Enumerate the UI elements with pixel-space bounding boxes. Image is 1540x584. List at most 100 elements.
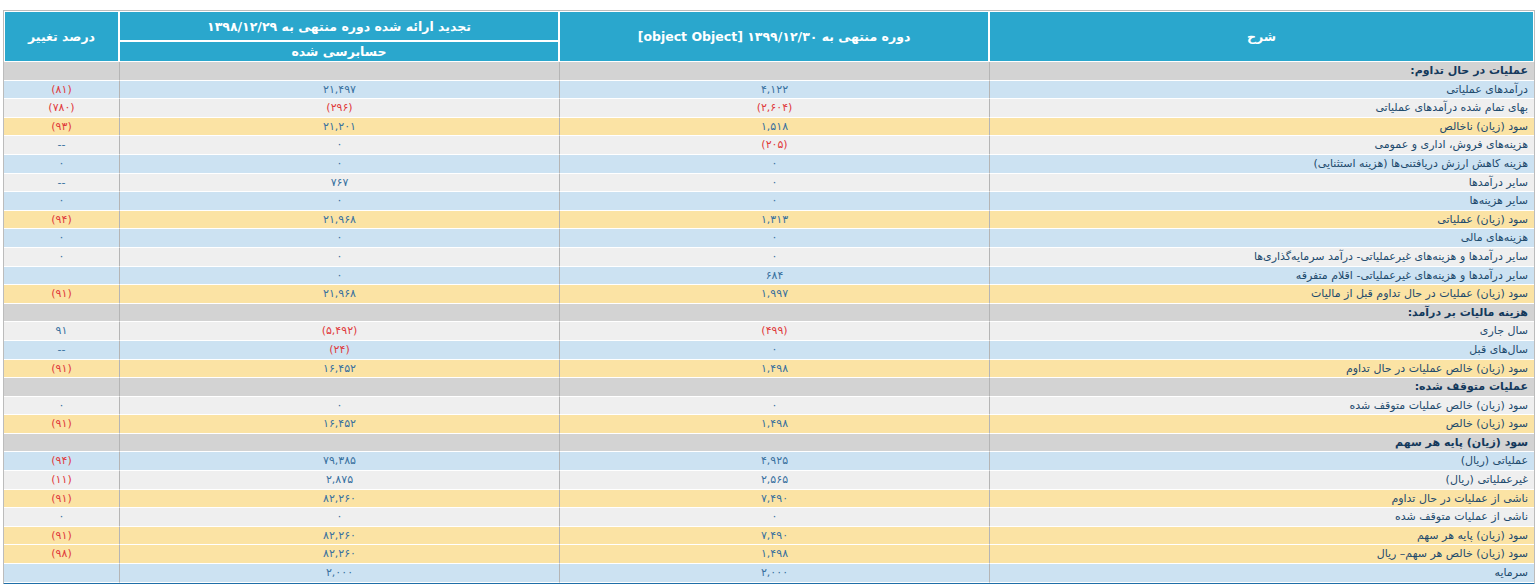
value-prior-cell: ۰ xyxy=(119,229,559,248)
value-prior-cell: ۲,۸۷۵ xyxy=(119,471,559,490)
column-header-current-period: دوره منتهی به ۱۳۹۹/۱۲/۳۰ [object Object] xyxy=(559,11,989,62)
row-label-cell: هزینه‌های مالی xyxy=(989,229,1534,248)
value-prior-cell: ۰ xyxy=(119,136,559,155)
table-row: سایر درآمدها۰۷۶۷-- xyxy=(4,174,1534,193)
value-current-cell: ۰ xyxy=(559,192,989,211)
percent-change-cell xyxy=(4,304,119,323)
table-row: سود (زیان) خالص عملیات در حال تداوم۱,۴۹۸… xyxy=(4,360,1534,379)
percent-change-cell: (۹۳) xyxy=(4,118,119,137)
value-current-cell: ۷,۴۹۰ xyxy=(559,527,989,546)
row-label-cell: سال جاری xyxy=(989,322,1534,341)
row-label-cell: هزینه کاهش ارزش دریافتنی‌ها (هزینه استثن… xyxy=(989,155,1534,174)
value-prior-cell: ۱۶,۴۵۲ xyxy=(119,415,559,434)
row-label-cell: سایر درآمدها xyxy=(989,174,1534,193)
table-row: سایر درآمدها و هزینه‌های غیرعملیاتی- درآ… xyxy=(4,248,1534,267)
value-current-cell: ۰ xyxy=(559,174,989,193)
table-row: سرمایه۲,۰۰۰۲,۰۰۰ xyxy=(4,564,1534,583)
value-current-cell xyxy=(559,304,989,323)
value-current-cell: ۱,۵۱۸ xyxy=(559,118,989,137)
percent-change-cell: (۹۴) xyxy=(4,452,119,471)
row-label-cell: غیرعملیاتی (ریال) xyxy=(989,471,1534,490)
value-prior-cell: ۲۱,۹۶۸ xyxy=(119,285,559,304)
table-row: سود (زیان) پایه هر سهم۷,۴۹۰۸۲,۲۶۰(۹۱) xyxy=(4,527,1534,546)
table-row: سود (زیان) خالص۱,۴۹۸۱۶,۴۵۲(۹۱) xyxy=(4,415,1534,434)
row-label-cell: سود (زیان) خالص عملیات متوقف شده xyxy=(989,397,1534,416)
value-current-cell: (۲۰۵) xyxy=(559,136,989,155)
row-label-cell: سود (زیان) عملیاتی xyxy=(989,211,1534,230)
value-prior-cell xyxy=(119,434,559,453)
percent-change-cell: (۷۸۰) xyxy=(4,99,119,118)
percent-change-cell xyxy=(4,378,119,397)
value-current-cell: ۷,۴۹۰ xyxy=(559,490,989,509)
table-row: سایر هزینه‌ها۰۰۰ xyxy=(4,192,1534,211)
value-current-cell: ۰ xyxy=(559,229,989,248)
value-prior-cell: ۰ xyxy=(119,248,559,267)
table-row: سود (زیان) خالص هر سهم– ریال۱,۴۹۸۸۲,۲۶۰(… xyxy=(4,545,1534,564)
row-label-cell: سایر هزینه‌ها xyxy=(989,192,1534,211)
percent-change-cell: (۱۱) xyxy=(4,471,119,490)
section-row: عملیات متوقف شده: xyxy=(4,378,1534,397)
value-prior-cell: ۲,۰۰۰ xyxy=(119,564,559,583)
percent-change-cell: ۰ xyxy=(4,397,119,416)
percent-change-cell: -- xyxy=(4,174,119,193)
value-prior-cell: ۸۲,۲۶۰ xyxy=(119,490,559,509)
table-row: سود (زیان) خالص عملیات متوقف شده۰۰۰ xyxy=(4,397,1534,416)
percent-change-cell xyxy=(4,62,119,81)
value-current-cell: (۴۹۹) xyxy=(559,322,989,341)
table-row: ناشی از عملیات متوقف شده۰۰۰ xyxy=(4,508,1534,527)
value-current-cell xyxy=(559,378,989,397)
table-row: سال‌های قبل۰(۲۴)-- xyxy=(4,341,1534,360)
value-current-cell xyxy=(559,62,989,81)
row-label-cell: عملیات متوقف شده: xyxy=(989,378,1534,397)
value-prior-cell: ۷۹,۳۸۵ xyxy=(119,452,559,471)
row-label-cell: سود (زیان) ناخالص xyxy=(989,118,1534,137)
row-label-cell: سایر درآمدها و هزینه‌های غیرعملیاتی- اقل… xyxy=(989,267,1534,286)
value-prior-cell: (۲۴) xyxy=(119,341,559,360)
value-prior-cell: ۰ xyxy=(119,155,559,174)
value-current-cell: ۰ xyxy=(559,248,989,267)
value-current-cell: ۱,۴۹۸ xyxy=(559,360,989,379)
percent-change-cell: ۰ xyxy=(4,229,119,248)
row-label-cell: عملیاتی (ریال) xyxy=(989,452,1534,471)
value-prior-cell: (۲۹۶) xyxy=(119,99,559,118)
row-label-cell: ناشی از عملیات در حال تداوم xyxy=(989,490,1534,509)
percent-change-cell: (۹۱) xyxy=(4,527,119,546)
percent-change-cell: ۹۱ xyxy=(4,322,119,341)
row-label-cell: عملیات در حال تداوم: xyxy=(989,62,1534,81)
percent-change-cell: ۰ xyxy=(4,192,119,211)
value-prior-cell xyxy=(119,304,559,323)
value-prior-cell xyxy=(119,378,559,397)
value-prior-cell: ۱۶,۴۵۲ xyxy=(119,360,559,379)
value-current-cell: ۲,۵۶۵ xyxy=(559,471,989,490)
table-row: بهای تمام شده درآمدهای عملیاتی(۲,۶۰۴)(۲۹… xyxy=(4,99,1534,118)
value-prior-cell: ۷۶۷ xyxy=(119,174,559,193)
row-label-cell: سرمایه xyxy=(989,564,1534,583)
section-row: سود (زیان) پایه هر سهم xyxy=(4,434,1534,453)
income-statement-table: شرح دوره منتهی به ۱۳۹۹/۱۲/۳۰ [object Obj… xyxy=(3,10,1535,584)
column-header-prior-period: تجدید ارائه شده دوره منتهی به ۱۳۹۸/۱۲/۲۹ xyxy=(119,11,559,41)
value-prior-cell: ۲۱,۴۹۷ xyxy=(119,81,559,100)
percent-change-cell xyxy=(4,434,119,453)
percent-change-cell: -- xyxy=(4,136,119,155)
value-current-cell: ۶۸۴ xyxy=(559,267,989,286)
percent-change-cell: (۹۱) xyxy=(4,360,119,379)
row-label-cell: درآمدهای عملیاتی xyxy=(989,81,1534,100)
value-current-cell: ۰ xyxy=(559,397,989,416)
row-label-cell: هزینه مالیات بر درآمد: xyxy=(989,304,1534,323)
column-header-percent-change: درصد تغییر xyxy=(4,11,119,62)
percent-change-cell: ۰ xyxy=(4,508,119,527)
value-current-cell: ۰ xyxy=(559,341,989,360)
table-row: سال جاری(۴۹۹)(۵,۴۹۲)۹۱ xyxy=(4,322,1534,341)
table-row: غیرعملیاتی (ریال)۲,۵۶۵۲,۸۷۵(۱۱) xyxy=(4,471,1534,490)
percent-change-cell: ۰ xyxy=(4,155,119,174)
row-label-cell: سود (زیان) پایه هر سهم xyxy=(989,527,1534,546)
percent-change-cell: (۹۱) xyxy=(4,415,119,434)
value-prior-cell: ۸۲,۲۶۰ xyxy=(119,527,559,546)
value-prior-cell: ۰ xyxy=(119,192,559,211)
value-prior-cell: ۰ xyxy=(119,397,559,416)
table-row: سایر درآمدها و هزینه‌های غیرعملیاتی- اقل… xyxy=(4,267,1534,286)
value-prior-cell: (۵,۴۹۲) xyxy=(119,322,559,341)
header-row-1: شرح دوره منتهی به ۱۳۹۹/۱۲/۳۰ [object Obj… xyxy=(4,11,1534,41)
row-label-cell: سود (زیان) خالص عملیات در حال تداوم xyxy=(989,360,1534,379)
value-prior-cell: ۲۱,۲۰۱ xyxy=(119,118,559,137)
